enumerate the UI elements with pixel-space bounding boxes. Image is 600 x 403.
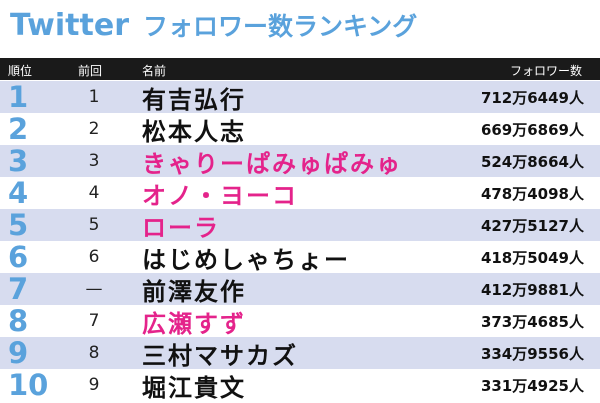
rank-number: 1 xyxy=(8,80,29,114)
follower-count: 669万6869人 xyxy=(480,120,584,139)
previous-rank: 4 xyxy=(88,183,100,203)
follower-count: 418万5049人 xyxy=(480,248,584,267)
table-row: 3 3 きゃりーぱみゅぱみゅ 524万8664人 xyxy=(0,144,600,178)
previous-rank: 3 xyxy=(88,151,100,171)
rank-number: 7 xyxy=(8,272,29,306)
table-row: 6 6 はじめしゃちょー 418万5049人 xyxy=(0,240,600,274)
rank-number: 6 xyxy=(8,240,29,274)
previous-rank: 7 xyxy=(88,311,100,331)
header-name: 名前 xyxy=(142,64,167,78)
follower-count: 334万9556人 xyxy=(480,344,584,363)
follower-count: 373万4685人 xyxy=(480,312,584,331)
table-row: 7 — 前澤友作 412万9881人 xyxy=(0,272,600,306)
follower-count: 412万9881人 xyxy=(480,280,584,299)
table-header: 順位 前回 名前 フォロワー数 xyxy=(0,58,600,80)
previous-rank: 6 xyxy=(88,247,100,267)
rank-number: 9 xyxy=(8,336,29,370)
table-row: 4 4 オノ・ヨーコ 478万4098人 xyxy=(0,176,600,210)
account-name: 松本人志 xyxy=(142,117,246,146)
title-brand: Twitter xyxy=(10,7,129,43)
rank-number: 5 xyxy=(8,208,29,242)
account-name: 堀江貴文 xyxy=(142,373,246,402)
table-row: 1 1 有吉弘行 712万6449人 xyxy=(0,80,600,114)
rank-number: 3 xyxy=(8,144,29,178)
page-title: Twitter フォロワー数ランキング xyxy=(10,4,417,46)
previous-rank: 9 xyxy=(88,375,100,395)
header-rank: 順位 xyxy=(8,64,33,78)
account-name: はじめしゃちょー xyxy=(142,245,350,274)
follower-count: 524万8664人 xyxy=(480,152,584,171)
account-name: きゃりーぱみゅぱみゅ xyxy=(142,149,402,178)
follower-count: 331万4925人 xyxy=(480,376,584,395)
rank-number: 10 xyxy=(8,368,49,402)
account-name: オノ・ヨーコ xyxy=(142,181,298,210)
previous-rank: 2 xyxy=(88,119,100,139)
follower-count: 712万6449人 xyxy=(480,88,584,107)
table-row: 9 8 三村マサカズ 334万9556人 xyxy=(0,336,600,370)
rank-number: 8 xyxy=(8,304,29,338)
follower-count: 427万5127人 xyxy=(480,216,584,235)
rank-number: 4 xyxy=(8,176,29,210)
previous-rank: 8 xyxy=(88,343,100,363)
table-row: 8 7 広瀬すず 373万4685人 xyxy=(0,304,600,338)
previous-rank: 5 xyxy=(88,215,100,235)
account-name: 有吉弘行 xyxy=(142,85,246,114)
rank-number: 2 xyxy=(8,112,29,146)
account-name: 前澤友作 xyxy=(142,277,246,306)
account-name: 広瀬すず xyxy=(142,309,246,338)
previous-rank: 1 xyxy=(88,87,100,107)
header-followers: フォロワー数 xyxy=(509,64,582,78)
follower-count: 478万4098人 xyxy=(480,184,584,203)
table-row: 2 2 松本人志 669万6869人 xyxy=(0,112,600,146)
table-row: 10 9 堀江貴文 331万4925人 xyxy=(0,368,600,402)
account-name: 三村マサカズ xyxy=(142,341,298,370)
title-text: フォロワー数ランキング xyxy=(143,12,418,41)
header-prev: 前回 xyxy=(78,64,103,78)
previous-rank: — xyxy=(85,279,103,299)
table-row: 5 5 ローラ 427万5127人 xyxy=(0,208,600,242)
account-name: ローラ xyxy=(142,213,220,242)
